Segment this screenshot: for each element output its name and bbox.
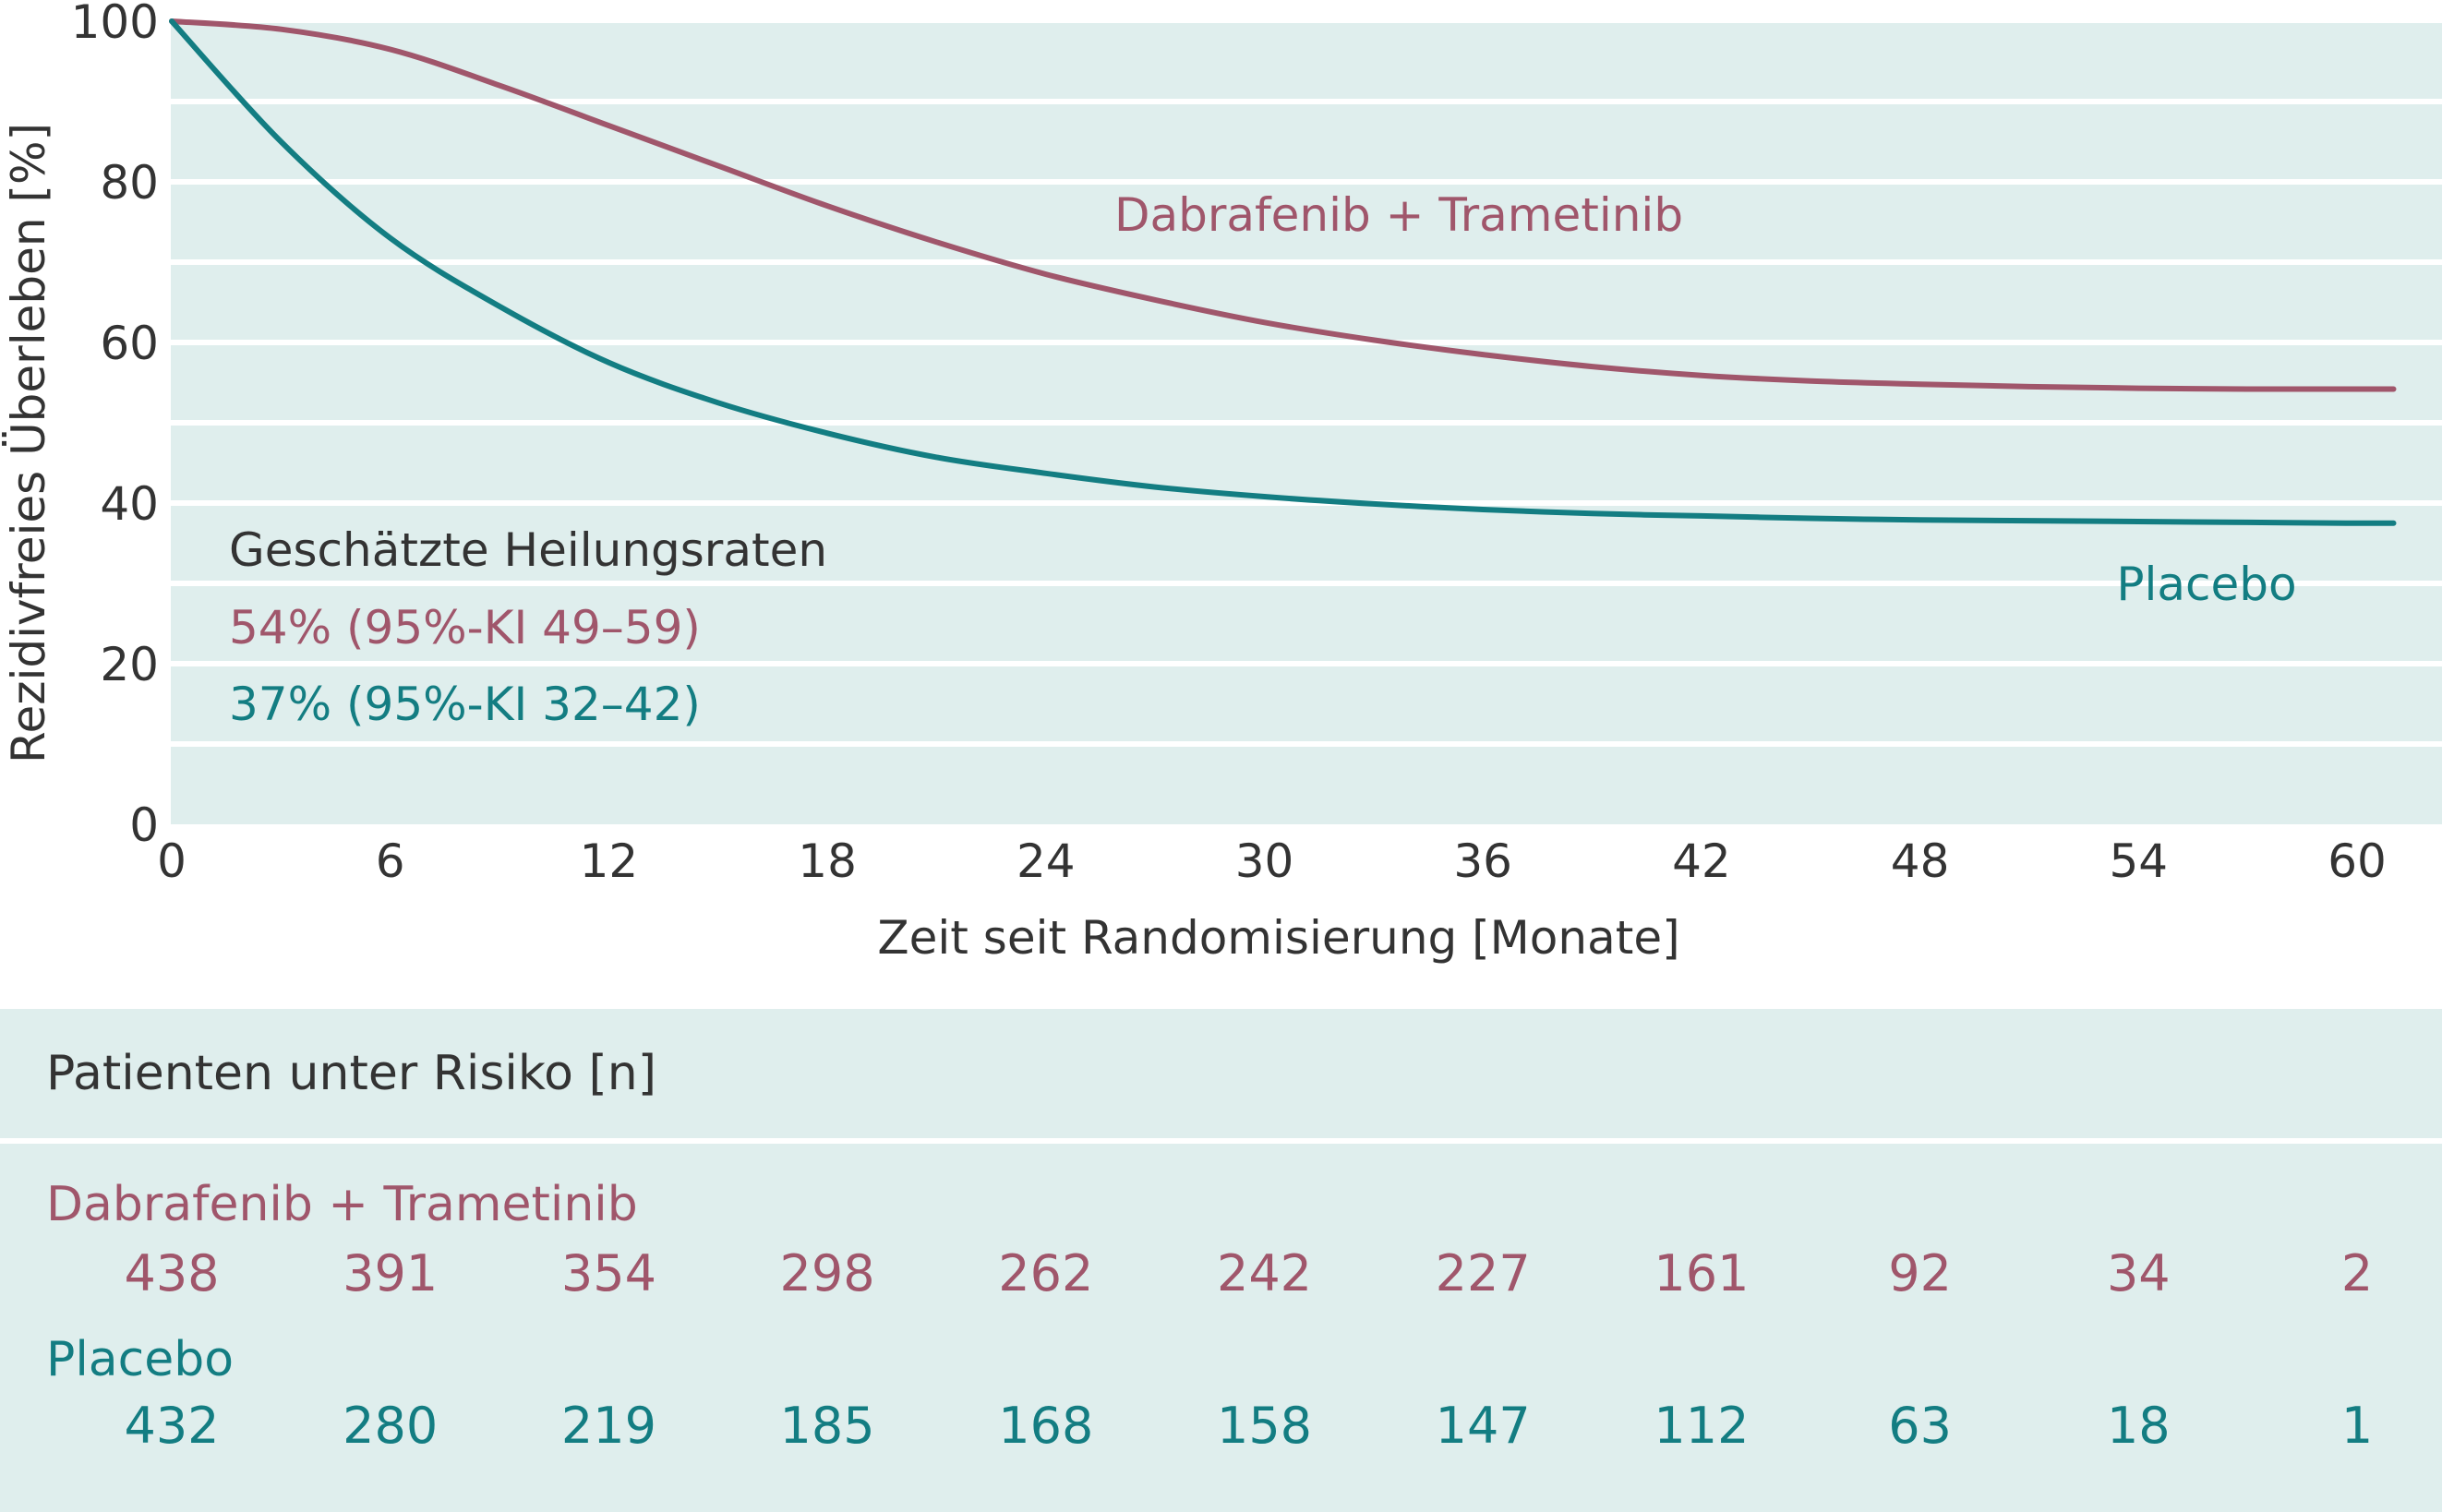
risk-value-treatment: 391 xyxy=(343,1244,439,1302)
y-tick-label: 0 xyxy=(129,798,159,852)
risk-value-placebo: 63 xyxy=(1888,1397,1952,1455)
x-tick-label: 6 xyxy=(376,834,405,888)
risk-value-placebo: 280 xyxy=(343,1397,439,1455)
cure-rate-treatment: 54% (95%-KI 49–59) xyxy=(229,601,701,654)
y-tick-label: 20 xyxy=(100,638,159,691)
risk-value-treatment: 298 xyxy=(779,1244,875,1302)
cure-rate-placebo: 37% (95%-KI 32–42) xyxy=(229,678,701,731)
risk-value-placebo: 18 xyxy=(2106,1397,2171,1455)
risk-value-placebo: 168 xyxy=(998,1397,1094,1455)
series-label-placebo: Placebo xyxy=(2116,558,2296,611)
x-tick-label: 0 xyxy=(157,834,186,888)
y-tick-label: 60 xyxy=(100,317,159,370)
risk-value-placebo: 1 xyxy=(2340,1397,2374,1455)
risk-value-treatment: 92 xyxy=(1888,1244,1952,1302)
y-tick-label: 100 xyxy=(71,0,159,49)
y-axis-title: Rezidivfreies Überleben [%] xyxy=(2,123,55,763)
risk-value-treatment: 161 xyxy=(1654,1244,1750,1302)
risk-value-treatment: 354 xyxy=(560,1244,656,1302)
risk-row-label-treatment: Dabrafenib + Trametinib xyxy=(46,1177,638,1232)
x-tick-label: 18 xyxy=(798,834,857,888)
risk-value-treatment: 242 xyxy=(1216,1244,1313,1302)
risk-value-placebo: 158 xyxy=(1216,1397,1313,1455)
risk-table: Patienten unter Risiko [n] Dabrafenib + … xyxy=(0,1009,2442,1512)
cure-rates-title: Geschätzte Heilungsraten xyxy=(229,523,827,577)
risk-table-header: Patienten unter Risiko [n] xyxy=(0,1009,2442,1144)
risk-value-treatment: 2 xyxy=(2340,1244,2374,1302)
x-tick-label: 42 xyxy=(1672,834,1731,888)
x-tick-label: 54 xyxy=(2109,834,2168,888)
x-tick-label: 12 xyxy=(580,834,639,888)
y-tick-label: 80 xyxy=(100,156,159,210)
series-label-treatment: Dabrafenib + Trametinib xyxy=(1114,188,1683,242)
x-tick-label: 60 xyxy=(2328,834,2387,888)
risk-value-treatment: 227 xyxy=(1435,1244,1531,1302)
curve-labels: Dabrafenib + Trametinib Placebo xyxy=(1114,188,2297,611)
x-tick-label: 24 xyxy=(1016,834,1076,888)
risk-value-placebo: 147 xyxy=(1435,1397,1531,1455)
curve-placebo xyxy=(169,18,2397,526)
risk-value-placebo: 432 xyxy=(124,1397,220,1455)
x-tick-label: 36 xyxy=(1453,834,1512,888)
survival-chart: 0 20 40 60 80 100 0 6 12 18 24 30 36 42 48 54 60 Dabraf… xyxy=(2,0,2442,965)
survival-curves xyxy=(169,18,2397,526)
risk-value-treatment: 34 xyxy=(2106,1244,2171,1302)
risk-row-label-placebo: Placebo xyxy=(46,1332,235,1387)
y-tick-label: 40 xyxy=(100,477,159,531)
risk-value-placebo: 112 xyxy=(1654,1397,1750,1455)
x-tick-label: 30 xyxy=(1235,834,1294,888)
risk-table-title: Patienten unter Risiko [n] xyxy=(46,1046,656,1101)
x-axis-ticks: 0 6 12 18 24 30 36 42 48 54 60 xyxy=(157,834,2387,888)
x-axis-title: Zeit seit Randomisierung [Monate] xyxy=(877,911,1679,965)
curve-treatment xyxy=(169,18,2397,392)
x-tick-label: 48 xyxy=(1891,834,1950,888)
risk-value-treatment: 438 xyxy=(124,1244,220,1302)
risk-value-treatment: 262 xyxy=(998,1244,1094,1302)
risk-value-placebo: 219 xyxy=(560,1397,656,1455)
risk-value-placebo: 185 xyxy=(779,1397,875,1455)
y-axis-ticks: 0 20 40 60 80 100 xyxy=(71,0,159,852)
